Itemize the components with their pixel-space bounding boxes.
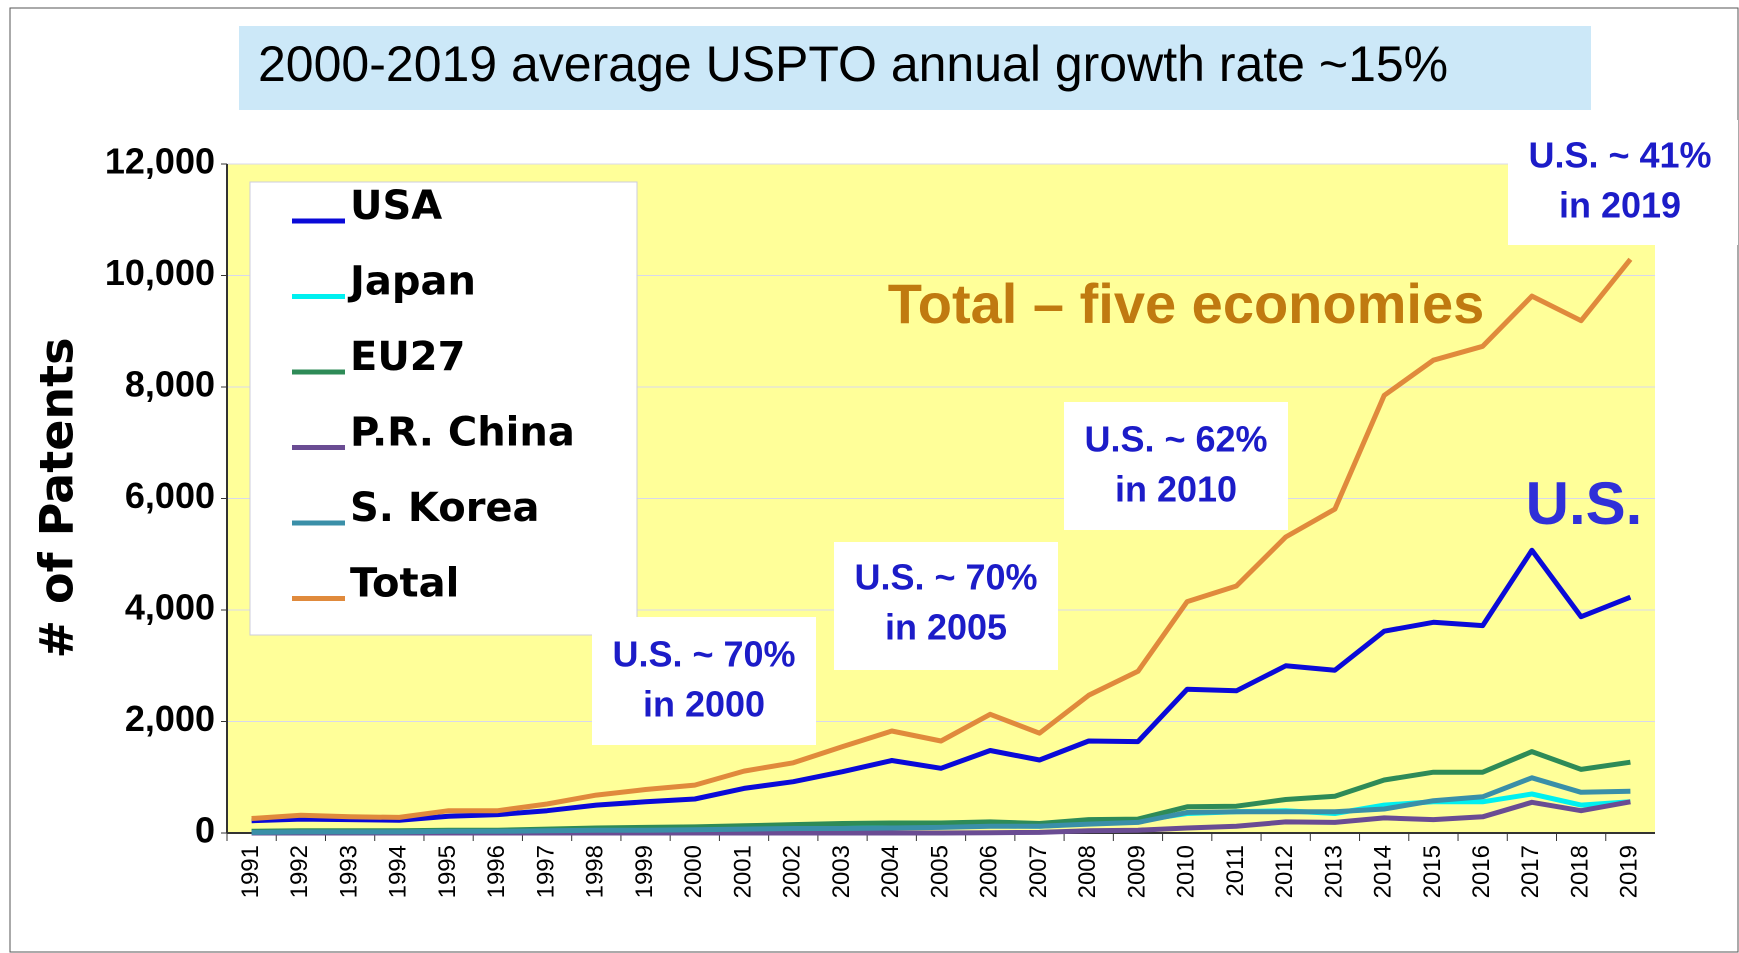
x-tick-label: 1996 [483, 845, 510, 898]
x-tick-label: 1992 [286, 845, 313, 898]
x-tick-label: 2006 [976, 845, 1003, 898]
x-tick-label: 1997 [532, 845, 559, 898]
chart-title: 2000-2019 average USPTO annual growth ra… [258, 36, 1448, 92]
x-tick-label: 1998 [582, 845, 609, 898]
x-tick-label: 2014 [1370, 845, 1397, 898]
x-tick-label: 2003 [828, 845, 855, 898]
x-tick-label: 2000 [680, 845, 707, 898]
annotation: in 2005 [885, 607, 1007, 648]
annotation: U.S. ~ 70% [854, 557, 1037, 598]
legend-label: S. Korea [350, 485, 540, 531]
y-tick-label: 6,000 [125, 475, 215, 516]
x-tick-label: 2015 [1419, 845, 1446, 898]
y-tick-label: 12,000 [105, 141, 215, 182]
x-tick-label: 2004 [877, 845, 904, 898]
x-tick-label: 2011 [1222, 845, 1249, 897]
series-line [251, 257, 1633, 821]
legend-label: Japan [347, 259, 476, 305]
x-tick-label: 1991 [237, 845, 264, 898]
legend-label: EU27 [350, 334, 465, 380]
annotation: U.S. ~ 70% [612, 634, 795, 675]
x-tick-label: 2017 [1517, 845, 1544, 898]
x-tick-label: 2012 [1271, 845, 1298, 898]
annotation: Total – five economies [888, 272, 1484, 335]
annotation-box [834, 542, 1058, 670]
x-tick-label: 1995 [434, 845, 461, 898]
annotation: U.S. ~ 41% [1528, 135, 1711, 176]
y-tick-label: 8,000 [125, 364, 215, 405]
x-tick-label: 2009 [1123, 845, 1150, 898]
annotation-box [592, 617, 816, 745]
x-tick-label: 2019 [1616, 845, 1643, 898]
annotation-box [1064, 402, 1288, 530]
x-tick-label: 2008 [1074, 845, 1101, 898]
x-tick-label: 1993 [335, 845, 362, 898]
annotation: U.S. ~ 62% [1084, 419, 1267, 460]
y-tick-label: 2,000 [125, 698, 215, 739]
annotation: U.S. [1526, 470, 1643, 537]
title-box [239, 26, 1591, 110]
x-tick-label: 2005 [926, 845, 953, 898]
y-axis-title: # of Patents [30, 337, 84, 658]
y-tick-label: 10,000 [105, 252, 215, 293]
x-tick-label: 2002 [779, 845, 806, 898]
series-line [251, 775, 1631, 835]
x-tick-label: 2018 [1566, 845, 1593, 898]
x-tick-label: 1994 [385, 845, 412, 898]
x-tick-label: 2016 [1468, 845, 1495, 898]
legend-label: P.R. China [350, 410, 575, 456]
legend-label: USA [350, 183, 442, 229]
series-line [251, 547, 1632, 824]
x-tick-label: 2007 [1025, 845, 1052, 898]
y-tick-label: 0 [195, 810, 215, 851]
annotation: in 2019 [1559, 185, 1681, 226]
legend-box [249, 181, 638, 636]
x-tick-label: 2013 [1320, 845, 1347, 898]
x-tick-label: 2001 [729, 845, 756, 898]
annotation: in 2010 [1115, 469, 1237, 510]
y-tick-label: 4,000 [125, 587, 215, 628]
legend-label: Total [350, 561, 459, 607]
annotation-box [1508, 120, 1738, 245]
annotation: in 2000 [643, 684, 765, 725]
x-tick-label: 2010 [1173, 845, 1200, 898]
x-tick-label: 1999 [631, 845, 658, 898]
